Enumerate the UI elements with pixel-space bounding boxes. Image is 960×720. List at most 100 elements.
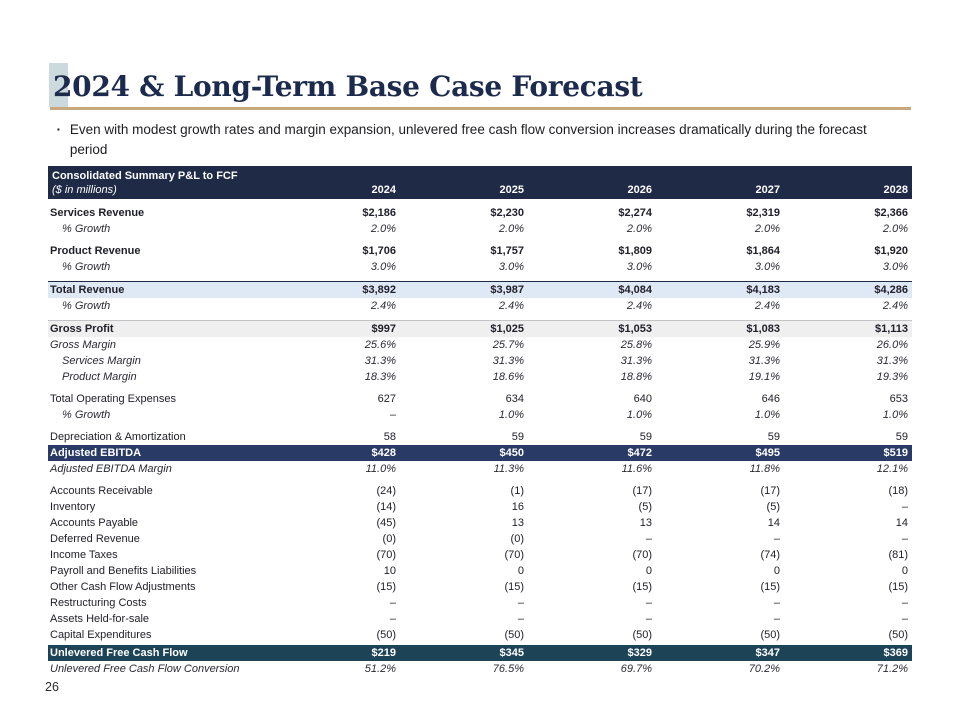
cell-value: 59 bbox=[511, 431, 524, 443]
cell-value: 3.0% bbox=[882, 261, 908, 273]
cell-value: 2.4% bbox=[626, 300, 652, 312]
cell-value: $450 bbox=[499, 447, 524, 459]
row-label: Unlevered Free Cash Flow Conversion bbox=[50, 663, 240, 675]
cell-value: 11.0% bbox=[365, 463, 396, 475]
cell-value: $997 bbox=[371, 323, 396, 335]
cell-value: 31.3% bbox=[620, 355, 652, 367]
cell-value: $3,892 bbox=[362, 284, 396, 296]
cell-value: 59 bbox=[639, 431, 652, 443]
cell-value: 0 bbox=[645, 565, 652, 577]
column-header-year: 2025 bbox=[499, 184, 524, 196]
cell-value: $2,186 bbox=[362, 207, 396, 219]
row-label: Total Operating Expenses bbox=[50, 393, 176, 405]
cell-value: $1,053 bbox=[618, 323, 652, 335]
table-row: Services Revenue $2,186 $2,230 $2,274 $2,319… bbox=[48, 205, 912, 221]
table-row: Product Revenue $1,706 $1,757 $1,809 $1,864 $… bbox=[48, 243, 912, 259]
cell-value: (15) bbox=[504, 581, 524, 593]
row-label: Product Revenue bbox=[50, 245, 141, 257]
cell-value: 1.0% bbox=[882, 409, 908, 421]
cell-value: 11.6% bbox=[621, 463, 652, 475]
column-header-year: 2024 bbox=[371, 184, 396, 196]
cell-value: – bbox=[645, 613, 652, 625]
cell-value: 634 bbox=[505, 393, 524, 405]
cell-value: 31.3% bbox=[364, 355, 396, 367]
cell-value: 1.0% bbox=[626, 409, 652, 421]
cell-value: 1.0% bbox=[754, 409, 780, 421]
row-label: Capital Expenditures bbox=[50, 629, 152, 641]
row-label: Adjusted EBITDA bbox=[50, 447, 142, 459]
cell-value: – bbox=[389, 597, 396, 609]
cell-value: 18.3% bbox=[364, 371, 396, 383]
cell-value: $2,274 bbox=[618, 207, 652, 219]
row-label: Unlevered Free Cash Flow bbox=[50, 647, 188, 659]
row-label: Gross Profit bbox=[50, 323, 114, 335]
page-title: 2024 & Long-Term Base Case Forecast bbox=[53, 70, 643, 103]
row-label: Assets Held-for-sale bbox=[50, 613, 150, 625]
cell-value: $519 bbox=[883, 447, 908, 459]
bullet-text: Even with modest growth rates and margin… bbox=[69, 122, 867, 157]
cell-value: 2.4% bbox=[498, 300, 524, 312]
cell-value: – bbox=[901, 613, 908, 625]
cell-value: 627 bbox=[377, 393, 396, 405]
cell-value: (70) bbox=[376, 549, 396, 561]
cell-value: 12.1% bbox=[876, 463, 908, 475]
cell-value: (74) bbox=[760, 549, 780, 561]
cell-value: (70) bbox=[504, 549, 524, 561]
cell-value: 25.8% bbox=[620, 339, 652, 351]
cell-value: 51.2% bbox=[364, 663, 396, 675]
row-label: Restructuring Costs bbox=[50, 597, 147, 609]
cell-value: 2.0% bbox=[754, 223, 780, 235]
table-body: Services Revenue $2,186 $2,230 $2,274 $2,319… bbox=[48, 205, 912, 677]
cell-value: 11.8% bbox=[749, 463, 780, 475]
cell-value: – bbox=[901, 597, 908, 609]
cell-value: $4,286 bbox=[874, 284, 908, 296]
forecast-table: Consolidated Summary P&L to FCF ($ in mi… bbox=[48, 166, 912, 677]
cell-value: (50) bbox=[888, 629, 908, 641]
table-row: Adjusted EBITDA $428 $450 $472 $495 $519 bbox=[48, 445, 912, 461]
cell-value: 13 bbox=[511, 517, 524, 529]
cell-value: $495 bbox=[755, 447, 780, 459]
cell-value: – bbox=[773, 597, 780, 609]
table-row: Other Cash Flow Adjustments (15) (15) (15) (… bbox=[48, 579, 912, 595]
cell-value: (18) bbox=[888, 485, 908, 497]
cell-value: – bbox=[773, 533, 780, 545]
cell-value: 71.2% bbox=[876, 663, 908, 675]
table-row: % Growth 3.0% 3.0% 3.0% 3.0% 3.0% bbox=[48, 259, 912, 275]
table-row: Capital Expenditures (50) (50) (50) (50) (50) bbox=[48, 627, 912, 643]
cell-value: 653 bbox=[889, 393, 908, 405]
table-row: Accounts Payable (45) 13 13 14 14 bbox=[48, 515, 912, 531]
cell-value: 31.3% bbox=[748, 355, 780, 367]
cell-value: 0 bbox=[901, 565, 908, 577]
table-header-units: ($ in millions) bbox=[52, 184, 117, 196]
row-label: Product Margin bbox=[62, 371, 137, 383]
cell-value: $1,757 bbox=[490, 245, 524, 257]
cell-value: 2.4% bbox=[754, 300, 780, 312]
cell-value: 31.3% bbox=[492, 355, 524, 367]
cell-value: 640 bbox=[633, 393, 652, 405]
table-header-title: Consolidated Summary P&L to FCF bbox=[52, 170, 238, 182]
table-row: % Growth 2.0% 2.0% 2.0% 2.0% 2.0% bbox=[48, 221, 912, 237]
cell-value: (81) bbox=[888, 549, 908, 561]
cell-value: (17) bbox=[632, 485, 652, 497]
cell-value: – bbox=[389, 613, 396, 625]
row-label: Services Margin bbox=[62, 355, 141, 367]
row-label: % Growth bbox=[62, 223, 111, 235]
cell-value: $1,083 bbox=[746, 323, 780, 335]
table-row: Accounts Receivable (24) (1) (17) (17) (18) bbox=[48, 483, 912, 499]
cell-value: – bbox=[645, 533, 652, 545]
table-row: Deferred Revenue (0) (0) – – – bbox=[48, 531, 912, 547]
row-label: % Growth bbox=[62, 261, 111, 273]
cell-value: – bbox=[389, 409, 396, 421]
row-label: Total Revenue bbox=[50, 284, 125, 296]
cell-value: 19.3% bbox=[876, 371, 908, 383]
cell-value: 0 bbox=[773, 565, 780, 577]
cell-value: 25.6% bbox=[364, 339, 396, 351]
cell-value: (50) bbox=[376, 629, 396, 641]
table-row: Services Margin 31.3% 31.3% 31.3% 31.3% 31.3% bbox=[48, 353, 912, 369]
cell-value: – bbox=[901, 533, 908, 545]
row-label: Other Cash Flow Adjustments bbox=[50, 581, 196, 593]
row-label: Accounts Receivable bbox=[50, 485, 153, 497]
cell-value: $472 bbox=[627, 447, 652, 459]
cell-value: 26.0% bbox=[876, 339, 908, 351]
cell-value: $219 bbox=[371, 647, 396, 659]
